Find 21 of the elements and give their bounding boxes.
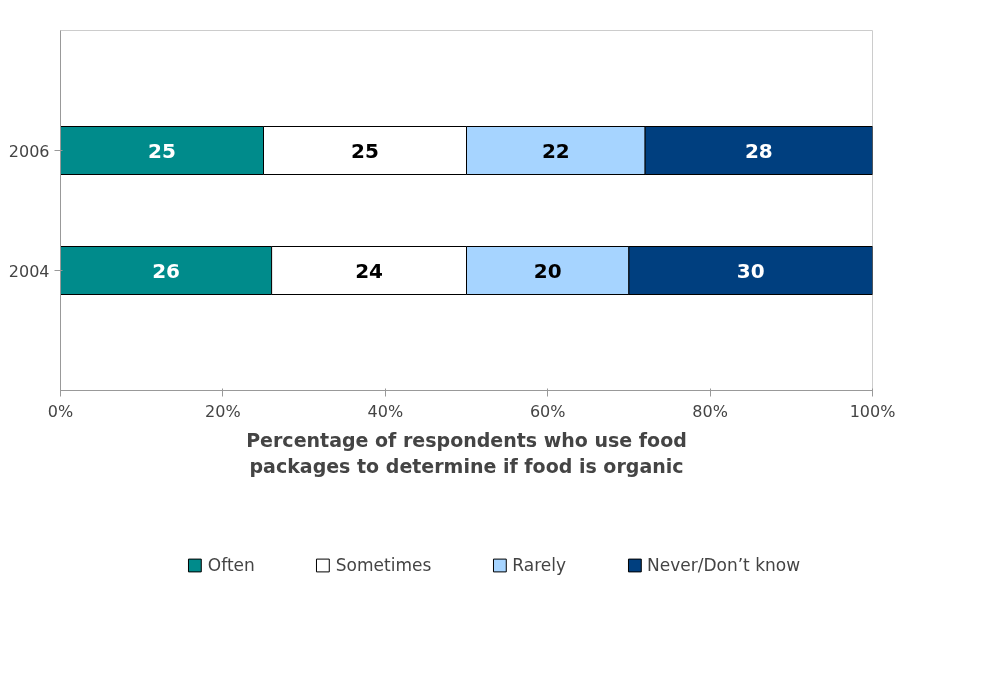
data-label: 22 [541, 138, 570, 163]
legend-label: Sometimes [335, 554, 432, 575]
x-tick-label: 60% [529, 401, 566, 421]
data-label: 25 [148, 138, 176, 163]
data-label: 30 [736, 258, 765, 283]
x-tick-label: 80% [692, 401, 728, 421]
data-label: 24 [355, 258, 383, 283]
x-axis-title: Percentage of respondents who use food packages to determine if food is organic [246, 428, 687, 477]
legend-label: Often [207, 554, 255, 575]
data-label: 20 [533, 258, 562, 283]
data-label: 25 [351, 138, 379, 163]
data-label: 28 [744, 138, 773, 163]
legend-label: Rarely [512, 554, 567, 575]
x-tick-label: 0% [47, 401, 74, 421]
legend-label: Never/Don’t know [647, 554, 801, 575]
x-tick-label: 100% [849, 401, 896, 421]
x-tick-label: 40% [367, 401, 404, 421]
y-tick-label: 2006 [8, 141, 50, 161]
data-label: 26 [152, 258, 180, 283]
x-tick-label: 20% [205, 401, 241, 421]
y-tick-label: 2004 [8, 261, 50, 281]
